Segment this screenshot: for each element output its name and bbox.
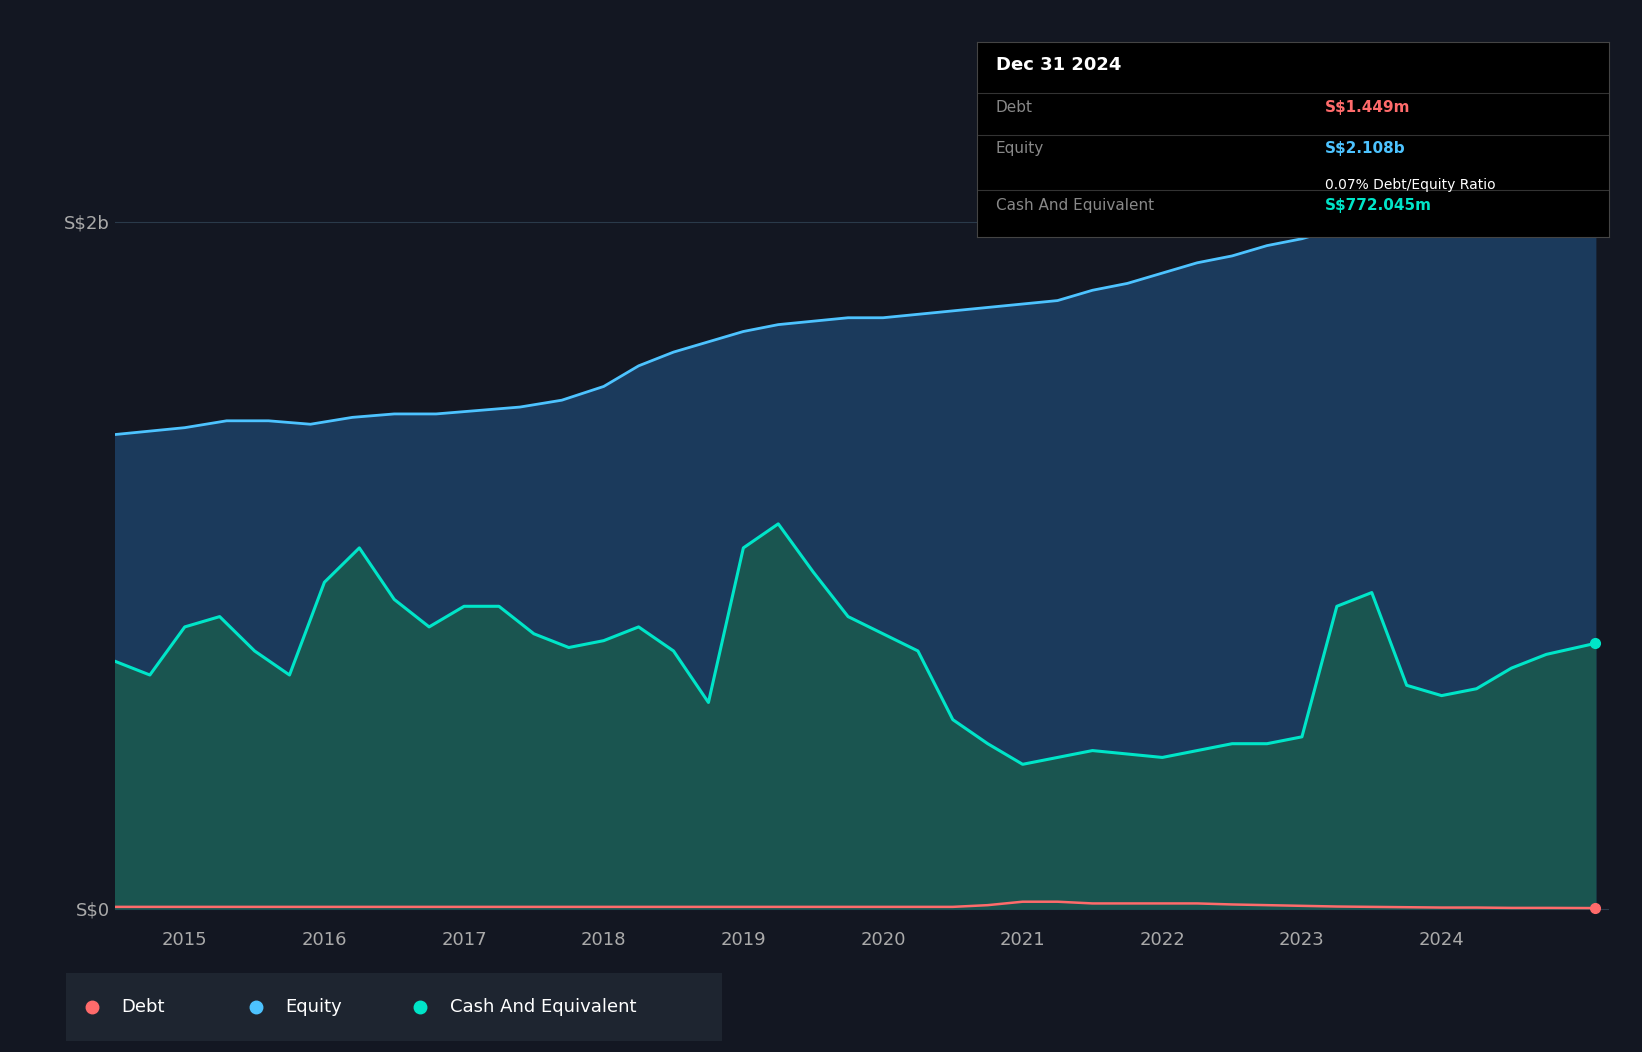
Text: S$772.045m: S$772.045m <box>1325 198 1432 213</box>
Text: Debt: Debt <box>122 998 164 1016</box>
Text: Debt: Debt <box>997 101 1033 116</box>
Text: S$2.108b: S$2.108b <box>1325 141 1406 157</box>
Text: Equity: Equity <box>286 998 343 1016</box>
Text: S$1.449m: S$1.449m <box>1325 101 1410 116</box>
Text: Cash And Equivalent: Cash And Equivalent <box>997 198 1154 213</box>
Text: Equity: Equity <box>997 141 1044 157</box>
Text: Dec 31 2024: Dec 31 2024 <box>997 56 1121 74</box>
Text: 0.07% Debt/Equity Ratio: 0.07% Debt/Equity Ratio <box>1325 178 1496 193</box>
Text: Cash And Equivalent: Cash And Equivalent <box>450 998 637 1016</box>
